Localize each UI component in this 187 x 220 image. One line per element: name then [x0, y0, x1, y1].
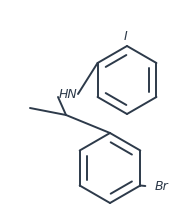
Text: I: I	[124, 29, 128, 42]
Text: HN: HN	[59, 88, 77, 101]
Text: Br: Br	[154, 180, 168, 193]
